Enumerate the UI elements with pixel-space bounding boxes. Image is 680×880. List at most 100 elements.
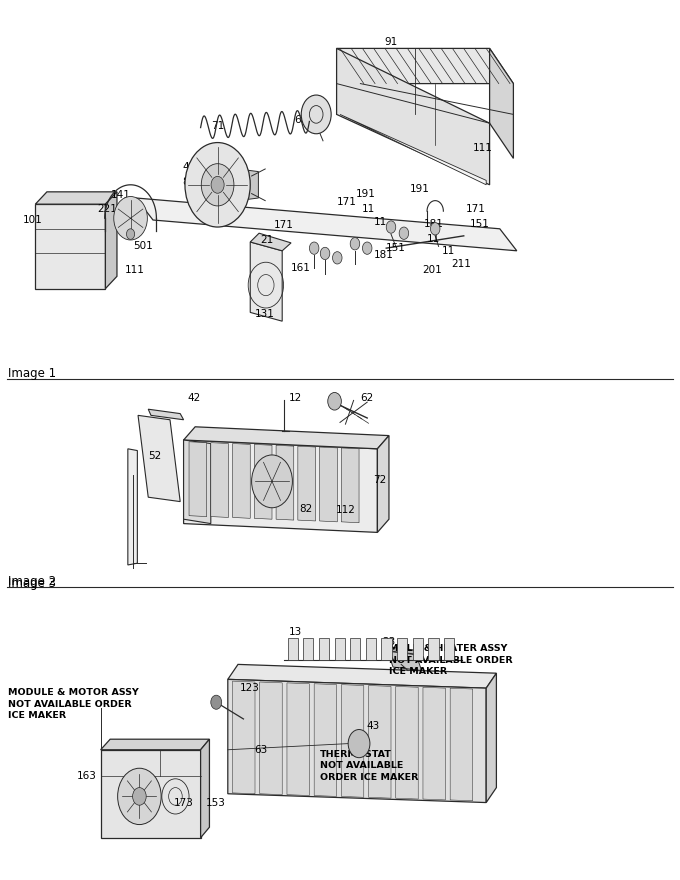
Polygon shape	[260, 682, 282, 795]
Polygon shape	[397, 638, 407, 660]
Circle shape	[430, 223, 440, 235]
Text: 153: 153	[206, 797, 226, 808]
Polygon shape	[233, 444, 250, 518]
Circle shape	[114, 196, 148, 240]
Text: 173: 173	[173, 797, 194, 808]
Circle shape	[252, 455, 292, 508]
Polygon shape	[413, 638, 423, 660]
Text: 11: 11	[442, 246, 456, 256]
Polygon shape	[314, 684, 337, 796]
Polygon shape	[184, 427, 389, 449]
Polygon shape	[233, 681, 255, 794]
Polygon shape	[423, 687, 445, 800]
Circle shape	[320, 247, 330, 260]
Polygon shape	[341, 448, 359, 523]
Circle shape	[126, 229, 135, 239]
Text: THERMOSTAT
NOT AVAILABLE
ORDER ICE MAKER: THERMOSTAT NOT AVAILABLE ORDER ICE MAKER	[320, 750, 418, 781]
Text: 11: 11	[374, 216, 388, 227]
Text: 211: 211	[451, 259, 471, 269]
Text: 163: 163	[77, 771, 97, 781]
Circle shape	[328, 392, 341, 410]
Circle shape	[348, 730, 370, 758]
Polygon shape	[189, 442, 207, 517]
Text: 23: 23	[382, 637, 396, 648]
Text: 501: 501	[133, 241, 153, 252]
Text: 91: 91	[384, 37, 398, 48]
Text: 161: 161	[291, 263, 311, 274]
Polygon shape	[381, 638, 392, 660]
Polygon shape	[320, 447, 337, 522]
Text: 63: 63	[254, 744, 267, 755]
Polygon shape	[201, 739, 209, 838]
Polygon shape	[211, 443, 228, 517]
Polygon shape	[335, 638, 345, 660]
Polygon shape	[444, 638, 454, 660]
Polygon shape	[254, 444, 272, 519]
Polygon shape	[138, 415, 180, 502]
Text: 42: 42	[187, 392, 201, 403]
Circle shape	[386, 221, 396, 233]
Text: 43: 43	[366, 721, 379, 731]
Text: 131: 131	[255, 309, 275, 319]
Text: 111: 111	[473, 143, 493, 153]
Polygon shape	[396, 686, 418, 799]
Text: 171: 171	[274, 220, 294, 231]
Polygon shape	[184, 440, 211, 524]
Polygon shape	[228, 664, 496, 688]
Text: 112: 112	[335, 505, 356, 516]
Text: 221: 221	[97, 203, 118, 214]
Polygon shape	[388, 651, 422, 671]
Text: 141: 141	[111, 190, 131, 201]
Polygon shape	[250, 242, 282, 321]
Text: 71: 71	[211, 121, 224, 131]
Text: 11: 11	[362, 204, 375, 215]
Polygon shape	[450, 688, 473, 801]
Polygon shape	[369, 686, 391, 798]
Text: 123: 123	[240, 683, 260, 693]
Polygon shape	[288, 638, 298, 660]
Circle shape	[309, 242, 319, 254]
Text: 151: 151	[386, 243, 406, 253]
Circle shape	[211, 176, 224, 194]
Text: 151: 151	[470, 219, 490, 230]
Polygon shape	[377, 436, 389, 532]
Polygon shape	[341, 685, 364, 797]
Polygon shape	[319, 638, 329, 660]
Circle shape	[399, 227, 409, 239]
Text: MOLD & HEATER ASSY
NOT AVAILABLE ORDER
ICE MAKER: MOLD & HEATER ASSY NOT AVAILABLE ORDER I…	[389, 644, 513, 676]
Polygon shape	[228, 679, 486, 803]
Text: 171: 171	[337, 197, 357, 208]
Polygon shape	[350, 638, 360, 660]
Polygon shape	[128, 449, 137, 565]
Circle shape	[185, 143, 250, 227]
Text: 181: 181	[424, 219, 444, 230]
Text: 21: 21	[260, 235, 273, 246]
Polygon shape	[35, 204, 105, 289]
Polygon shape	[184, 440, 377, 532]
Text: 201: 201	[422, 265, 442, 275]
Polygon shape	[366, 638, 376, 660]
Text: Image 2: Image 2	[8, 575, 56, 588]
Polygon shape	[101, 750, 201, 838]
Text: Image 3: Image 3	[8, 576, 56, 590]
Polygon shape	[337, 48, 490, 185]
Text: 81: 81	[182, 177, 196, 187]
Text: 191: 191	[356, 188, 376, 199]
Text: 52: 52	[148, 451, 162, 461]
Circle shape	[201, 164, 234, 206]
Text: 171: 171	[466, 204, 486, 215]
Polygon shape	[303, 638, 313, 660]
Text: Image 1: Image 1	[8, 367, 56, 380]
Polygon shape	[276, 445, 294, 520]
Circle shape	[211, 695, 222, 709]
Text: 111: 111	[124, 265, 145, 275]
Circle shape	[133, 788, 146, 805]
Polygon shape	[298, 446, 316, 521]
Polygon shape	[490, 48, 513, 158]
Circle shape	[301, 95, 331, 134]
Polygon shape	[428, 638, 439, 660]
Circle shape	[350, 238, 360, 250]
Polygon shape	[486, 673, 496, 803]
Text: 61: 61	[294, 114, 307, 125]
Text: 101: 101	[22, 215, 43, 225]
